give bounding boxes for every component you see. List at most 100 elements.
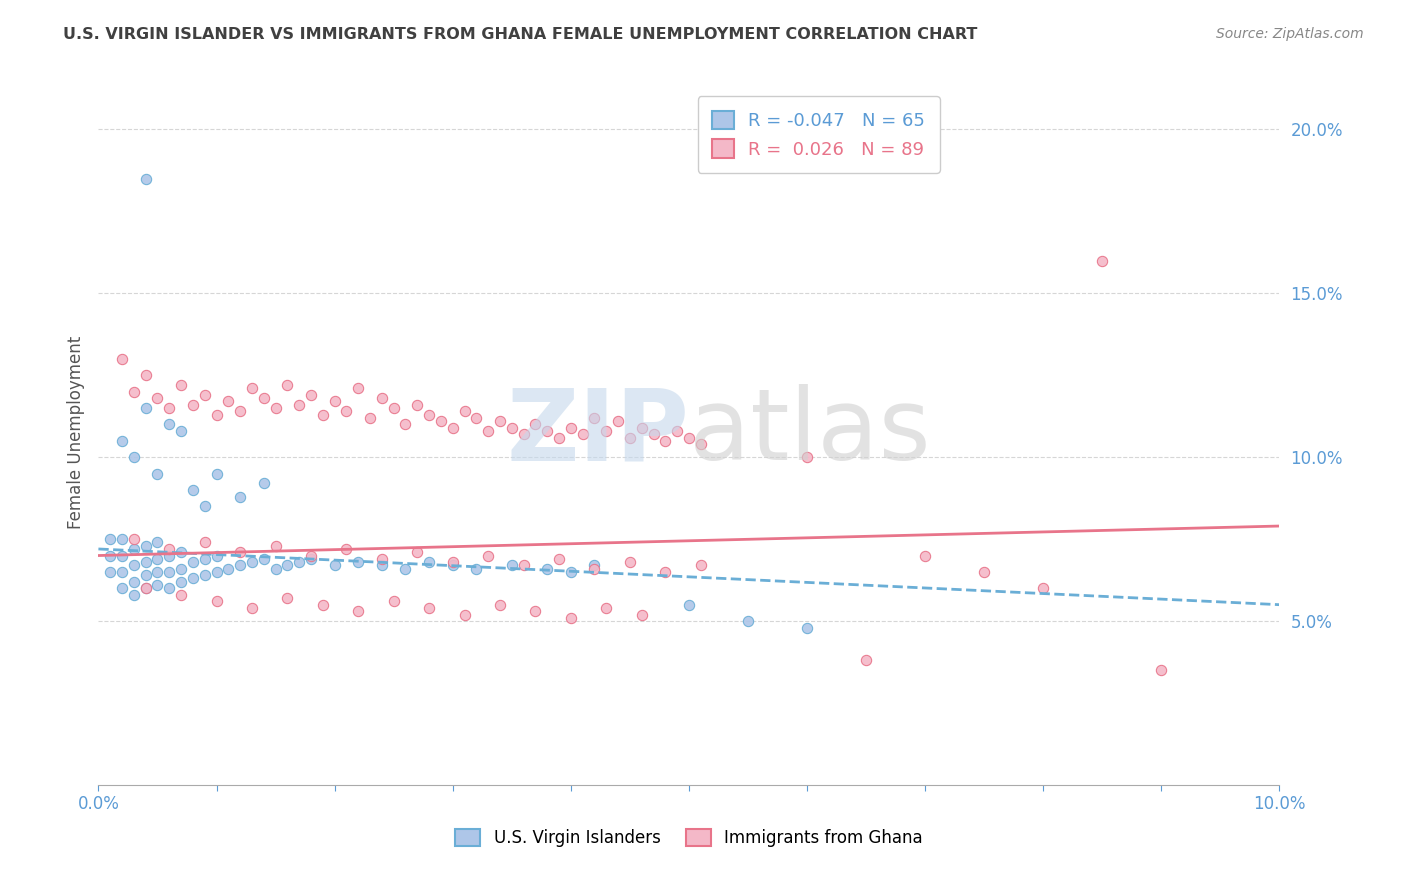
Point — [181, 398, 204, 412]
Point — [548, 551, 571, 566]
Point — [229, 545, 252, 559]
Point — [382, 594, 405, 608]
Point — [1091, 253, 1114, 268]
Point — [583, 558, 606, 573]
Point — [194, 568, 217, 582]
Point — [394, 417, 416, 432]
Point — [595, 601, 617, 615]
Point — [205, 408, 228, 422]
Point — [135, 555, 157, 569]
Point — [583, 561, 606, 575]
Point — [135, 568, 157, 582]
Point — [217, 561, 239, 575]
Point — [253, 391, 276, 405]
Point — [973, 565, 995, 579]
Point — [181, 572, 204, 586]
Point — [560, 611, 582, 625]
Point — [111, 351, 134, 366]
Point — [914, 549, 936, 563]
Point — [689, 558, 711, 573]
Point — [288, 555, 311, 569]
Point — [536, 424, 558, 438]
Point — [98, 549, 121, 563]
Point — [1032, 582, 1054, 596]
Point — [654, 565, 676, 579]
Point — [323, 394, 346, 409]
Point — [796, 621, 818, 635]
Point — [194, 500, 217, 514]
Point — [111, 565, 134, 579]
Point — [855, 653, 877, 667]
Point — [181, 483, 204, 497]
Point — [135, 171, 157, 186]
Point — [240, 601, 263, 615]
Point — [430, 414, 453, 428]
Point — [571, 427, 593, 442]
Point — [512, 427, 534, 442]
Point — [276, 558, 298, 573]
Point — [654, 434, 676, 448]
Point — [666, 424, 689, 438]
Point — [501, 420, 523, 434]
Point — [643, 427, 665, 442]
Point — [678, 431, 700, 445]
Point — [229, 404, 252, 418]
Point — [524, 604, 547, 618]
Text: atlas: atlas — [689, 384, 931, 481]
Point — [560, 565, 582, 579]
Point — [678, 598, 700, 612]
Point — [371, 551, 394, 566]
Point — [98, 532, 121, 546]
Point — [441, 420, 464, 434]
Point — [441, 558, 464, 573]
Point — [595, 424, 617, 438]
Point — [453, 607, 475, 622]
Point — [394, 561, 416, 575]
Point — [194, 388, 217, 402]
Point — [157, 565, 180, 579]
Point — [194, 551, 217, 566]
Point — [146, 551, 169, 566]
Point — [170, 574, 193, 589]
Point — [205, 594, 228, 608]
Point — [240, 381, 263, 395]
Point — [170, 424, 193, 438]
Point — [264, 539, 287, 553]
Point — [560, 420, 582, 434]
Point — [146, 391, 169, 405]
Point — [489, 598, 512, 612]
Point — [135, 368, 157, 383]
Point — [157, 549, 180, 563]
Point — [135, 539, 157, 553]
Point — [312, 408, 335, 422]
Point — [418, 601, 440, 615]
Point — [111, 532, 134, 546]
Point — [146, 535, 169, 549]
Point — [299, 551, 322, 566]
Point — [229, 558, 252, 573]
Point — [382, 401, 405, 415]
Point — [194, 535, 217, 549]
Point — [122, 558, 145, 573]
Point — [253, 551, 276, 566]
Point — [489, 414, 512, 428]
Point — [111, 549, 134, 563]
Point — [548, 431, 571, 445]
Point — [406, 398, 429, 412]
Point — [288, 398, 311, 412]
Point — [217, 394, 239, 409]
Point — [157, 582, 180, 596]
Point — [465, 561, 488, 575]
Point — [146, 565, 169, 579]
Point — [240, 555, 263, 569]
Point — [205, 565, 228, 579]
Point — [477, 549, 499, 563]
Point — [796, 450, 818, 465]
Point — [146, 578, 169, 592]
Point — [418, 555, 440, 569]
Legend: U.S. Virgin Islanders, Immigrants from Ghana: U.S. Virgin Islanders, Immigrants from G… — [449, 822, 929, 855]
Point — [157, 541, 180, 556]
Point — [299, 549, 322, 563]
Point — [122, 450, 145, 465]
Point — [205, 467, 228, 481]
